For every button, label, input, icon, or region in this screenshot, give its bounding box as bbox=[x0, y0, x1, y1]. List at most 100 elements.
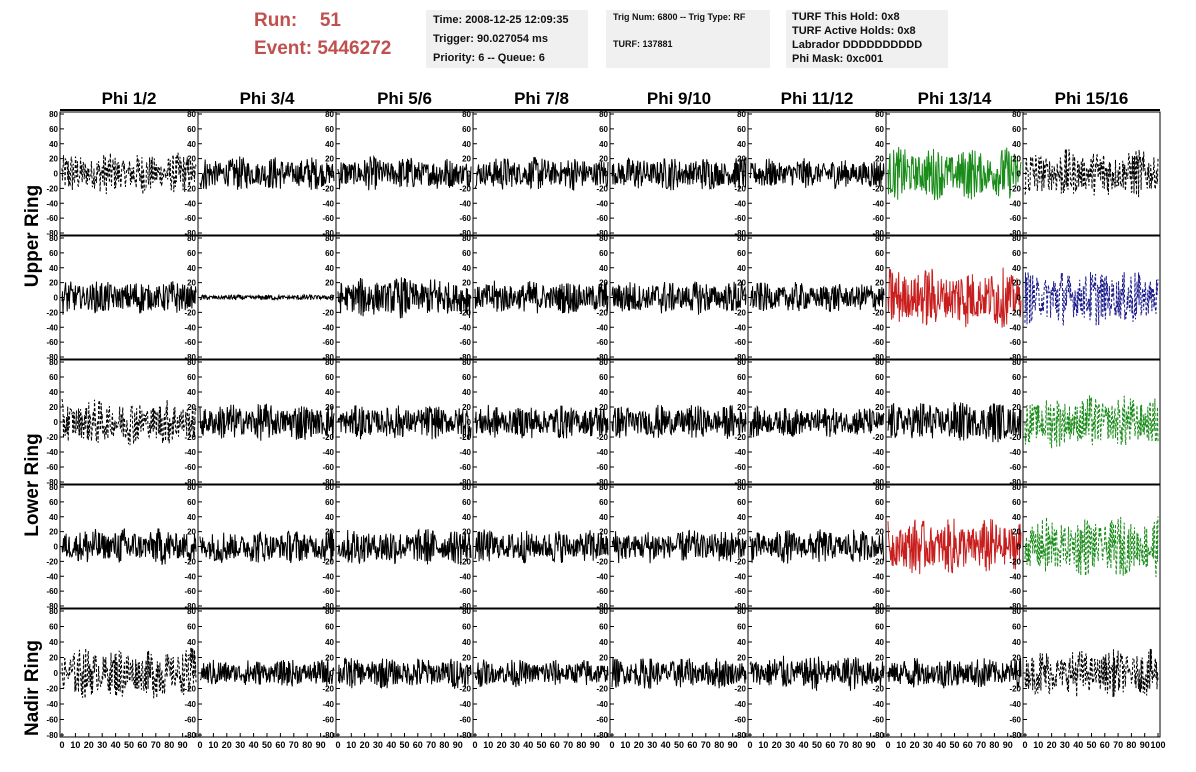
y-tick-label: 40 bbox=[599, 140, 608, 149]
y-tick-label: -40 bbox=[322, 448, 334, 457]
y-tick-label: 80 bbox=[462, 607, 471, 616]
x-tick-label: 60 bbox=[1100, 740, 1110, 750]
y-tick-label: 40 bbox=[1012, 388, 1021, 397]
y-tick-label: 60 bbox=[49, 373, 58, 382]
y-tick-label: 40 bbox=[875, 264, 884, 273]
y-tick-label: 80 bbox=[325, 483, 334, 492]
y-tick-label: 20 bbox=[462, 155, 471, 164]
y-tick-label: 80 bbox=[875, 110, 884, 119]
y-tick-label: 40 bbox=[737, 388, 746, 397]
y-tick-label: 40 bbox=[1012, 638, 1021, 647]
y-tick-label: -40 bbox=[734, 572, 746, 581]
waveform-trace bbox=[887, 518, 1022, 575]
y-tick-label: -40 bbox=[734, 700, 746, 709]
y-tick-label: 20 bbox=[187, 528, 196, 537]
y-tick-label: -80 bbox=[46, 731, 58, 740]
y-tick-label: -40 bbox=[872, 323, 884, 332]
waveform-panel: -80 -60 -40 -20 0 20 40 60 80 bbox=[46, 234, 199, 362]
x-tick-label: 20 bbox=[1047, 740, 1057, 750]
x-tick-label: 70 bbox=[151, 740, 161, 750]
y-tick-label: 60 bbox=[737, 498, 746, 507]
y-tick-label: -60 bbox=[872, 716, 884, 725]
waveform-panel: -80 -60 -40 -20 0 20 40 60 80 bbox=[1009, 483, 1161, 611]
y-tick-label: 0 bbox=[330, 543, 335, 552]
waveform-trace bbox=[337, 405, 472, 440]
y-tick-label: -20 bbox=[596, 433, 608, 442]
y-tick-label: -60 bbox=[734, 716, 746, 725]
y-tick-label: -40 bbox=[1009, 323, 1021, 332]
waveform-trace bbox=[337, 528, 472, 565]
y-tick-label: -80 bbox=[596, 478, 608, 487]
y-tick-label: 0 bbox=[192, 669, 197, 678]
y-tick-label: -40 bbox=[734, 448, 746, 457]
x-tick-label: 60 bbox=[825, 740, 835, 750]
y-tick-label: -20 bbox=[1009, 557, 1021, 566]
y-tick-label: -60 bbox=[322, 338, 334, 347]
x-tick-label: 100 bbox=[1150, 740, 1165, 750]
y-tick-label: -80 bbox=[872, 229, 884, 238]
y-tick-label: 0 bbox=[880, 418, 885, 427]
y-tick-label: -20 bbox=[596, 308, 608, 317]
y-tick-label: 40 bbox=[737, 140, 746, 149]
waveform-trace bbox=[61, 647, 197, 699]
waveform-trace bbox=[474, 404, 609, 439]
y-tick-label: 40 bbox=[49, 388, 58, 397]
y-tick-label: 0 bbox=[1017, 294, 1022, 303]
y-tick-label: -40 bbox=[46, 199, 58, 208]
waveform-panel: -80 -60 -40 -20 0 20 40 60 80 bbox=[872, 483, 1024, 611]
y-tick-label: -60 bbox=[184, 214, 196, 223]
waveform-trace bbox=[199, 530, 335, 564]
y-tick-label: 0 bbox=[742, 418, 747, 427]
y-tick-label: -40 bbox=[596, 448, 608, 457]
y-tick-label: -60 bbox=[1009, 214, 1021, 223]
waveform-trace bbox=[337, 154, 472, 191]
y-tick-label: -40 bbox=[596, 323, 608, 332]
y-tick-label: 40 bbox=[875, 513, 884, 522]
y-tick-label: -80 bbox=[459, 353, 471, 362]
y-tick-label: -40 bbox=[184, 323, 196, 332]
y-tick-label: 80 bbox=[187, 234, 196, 243]
x-tick-label: 90 bbox=[178, 740, 188, 750]
y-tick-label: -80 bbox=[1009, 602, 1021, 611]
y-tick-label: -60 bbox=[1009, 463, 1021, 472]
y-tick-label: 40 bbox=[1012, 264, 1021, 273]
y-tick-label: -40 bbox=[459, 323, 471, 332]
y-tick-label: -20 bbox=[459, 184, 471, 193]
ring-labels: Upper Ring Lower Ring Nadir Ring bbox=[22, 185, 43, 736]
x-tick-label: 20 bbox=[222, 740, 232, 750]
y-tick-label: 20 bbox=[325, 528, 334, 537]
y-tick-label: 40 bbox=[875, 140, 884, 149]
y-tick-label: 80 bbox=[462, 483, 471, 492]
y-tick-label: 20 bbox=[599, 403, 608, 412]
y-tick-label: -20 bbox=[734, 308, 746, 317]
y-tick-label: -60 bbox=[459, 716, 471, 725]
x-tick-label: 0 bbox=[197, 740, 202, 750]
waveform-panel: -80 -60 -40 -20 0 20 40 60 80 bbox=[872, 358, 1024, 487]
event-value: 5446272 bbox=[317, 38, 392, 59]
y-tick-label: -20 bbox=[46, 184, 58, 193]
x-tick-label: 80 bbox=[852, 740, 862, 750]
x-tick-label: 70 bbox=[426, 740, 436, 750]
y-tick-label: -40 bbox=[322, 199, 334, 208]
waveform-panel: -80 -60 -40 -20 0 20 40 60 80 bbox=[872, 110, 1024, 238]
y-tick-label: -80 bbox=[184, 478, 196, 487]
waveform-panel: -80 -60 -40 -20 0 20 40 60 80 bbox=[734, 483, 887, 611]
waveform-trace bbox=[61, 528, 197, 565]
trigger-text: Trigger: 90.027054 ms bbox=[433, 33, 548, 45]
y-tick-label: 20 bbox=[462, 403, 471, 412]
x-tick-label: 70 bbox=[563, 740, 573, 750]
y-tick-label: 60 bbox=[599, 623, 608, 632]
y-tick-label: 60 bbox=[187, 623, 196, 632]
y-tick-label: -80 bbox=[734, 731, 746, 740]
y-tick-label: -60 bbox=[46, 716, 58, 725]
y-tick-label: -40 bbox=[1009, 448, 1021, 457]
y-tick-label: 20 bbox=[187, 279, 196, 288]
y-tick-label: -80 bbox=[596, 602, 608, 611]
y-tick-label: 40 bbox=[737, 513, 746, 522]
y-tick-label: -60 bbox=[46, 587, 58, 596]
waveform-trace bbox=[474, 659, 609, 688]
y-tick-label: 20 bbox=[1012, 528, 1021, 537]
waveform-panel: -80 -60 -40 -20 0 20 40 60 80 bbox=[734, 358, 887, 487]
column-title: Phi 15/16 bbox=[1055, 89, 1129, 108]
